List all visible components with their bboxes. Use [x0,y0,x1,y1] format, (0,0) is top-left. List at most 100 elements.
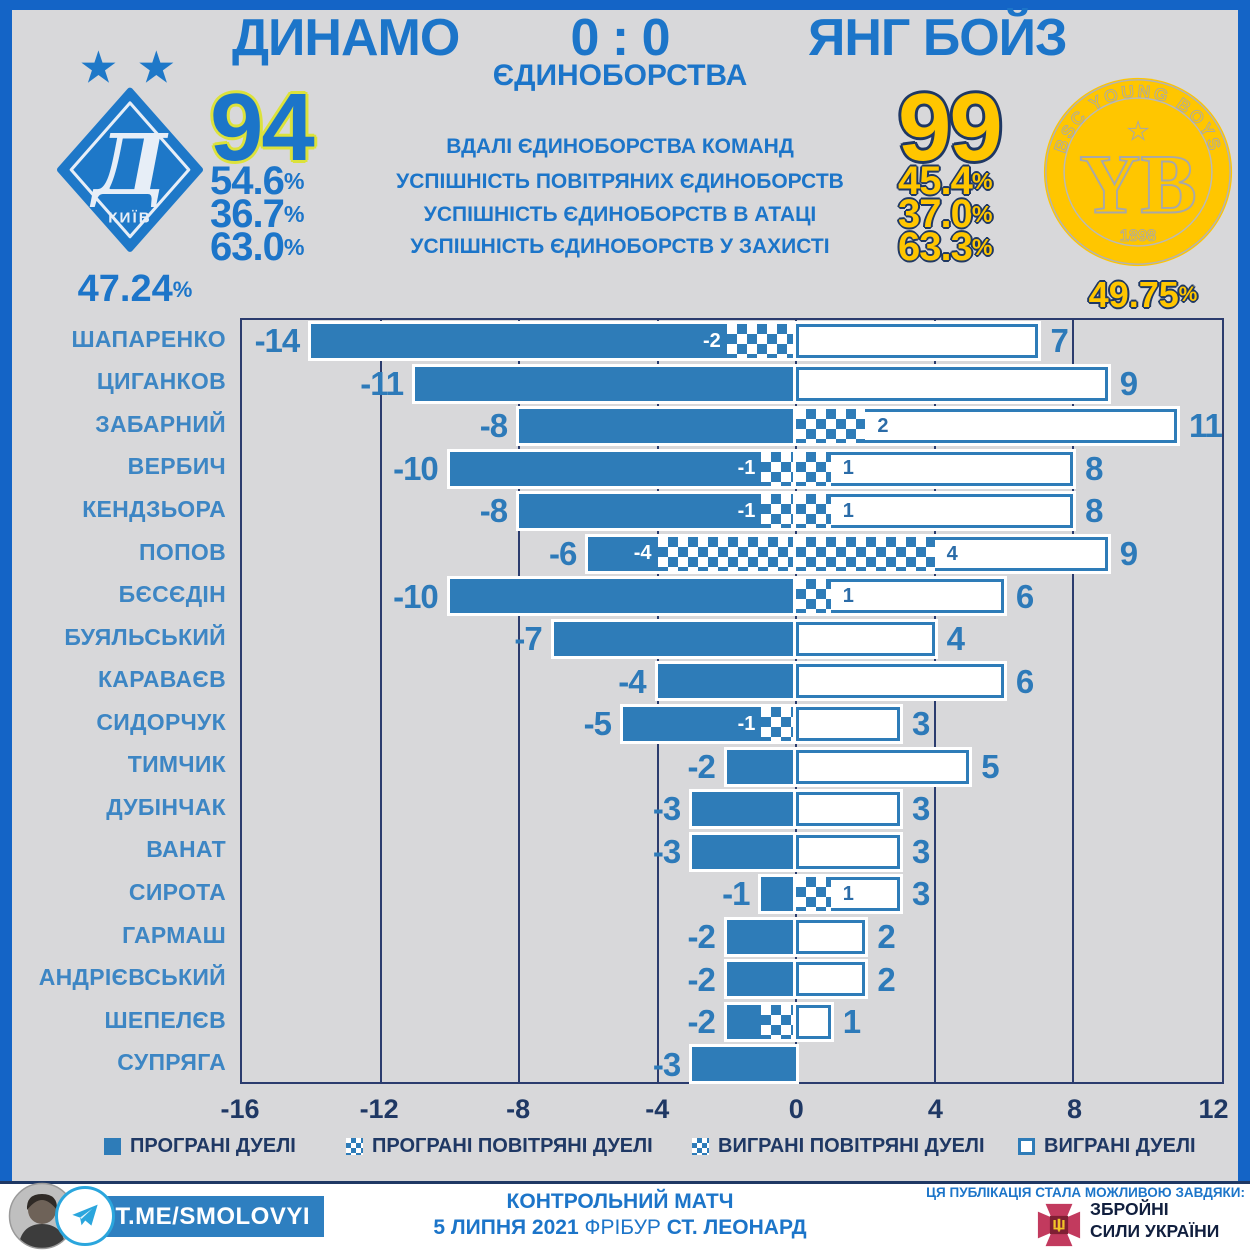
match-info: КОНТРОЛЬНИЙ МАТЧ 5 ЛИПНЯ 2021 ФРІБУР СТ.… [420,1190,820,1240]
x-tick-label: 8 [1066,1094,1082,1124]
won-total-value: 6 [1015,662,1034,700]
won-aerial-value: 1 [842,499,854,522]
lost-total-value: -14 [254,322,301,360]
legend-item-won-aerial: ВИГРАНІ ПОВІТРЯНІ ДУЕЛІ [692,1132,985,1160]
bar-lost-aerial [726,324,797,358]
home-aerial-pct: 54.6% [210,158,304,203]
player-name: ВЕРБИЧ [127,453,226,480]
bar-lost [761,877,797,912]
dynamo-kyiv-logo: ★ ★ Д КИЇВ [56,44,204,252]
legend-swatch-outline-icon [1018,1137,1035,1155]
legend-swatch-checker-icon [346,1137,363,1155]
player-name: ШЕПЕЛЄВ [104,1006,226,1033]
player-row: 1 -10 6 [242,575,1222,618]
lost-total-value: -7 [514,620,542,658]
away-overall-pct: 49.75% [1088,274,1198,315]
legend-item-lost-aerial: ПРОГРАНІ ПОВІТРЯНІ ДУЕЛІ [346,1132,653,1160]
frame-top [0,0,1250,10]
bar-won [796,919,866,954]
bar-won [796,792,900,827]
star-icon: ★ [136,44,176,93]
lost-aerial-value: -1 [737,499,756,522]
player-row: -3 [242,1043,1222,1086]
won-total-value: 2 [877,918,895,956]
stat-label-defence: УСПІШНІСТЬ ЄДИНОБОРСТВ У ЗАХИСТІ [410,235,830,258]
player-name: ВАНАТ [146,836,226,863]
won-total-value: 4 [946,620,965,658]
lost-total-value: -3 [652,790,681,828]
gridline [795,320,798,1082]
lost-aerial-value: -1 [737,712,756,735]
away-aerial-pct: 45.4% [898,158,992,203]
match-date: 5 ЛИПНЯ 2021 [433,1216,579,1239]
bar-won [796,749,970,784]
player-row: -1 1 -10 8 [242,448,1222,491]
bar-won-white [830,579,1004,614]
lost-aerial-value: -2 [702,329,721,352]
dynamo-city: КИЇВ [108,210,151,227]
bar-won-aerial [796,536,935,571]
telegram-handle-button[interactable]: T.ME/SMOLOVYI [96,1196,324,1237]
yb-year: 1898 [1120,227,1156,245]
bar-won-aerial [796,579,831,614]
bar-lost-solid: -1 [622,707,762,741]
player-name: КЕНДЗЬОРА [82,495,226,522]
bar-won-white [796,749,970,784]
won-total-value: 1 [842,1003,861,1041]
player-name: КАРАВАЄВ [97,666,226,693]
player-name: БЄСЄДІН [118,581,226,608]
player-name: БУЯЛЬСЬКИЙ [64,623,226,650]
star-icon: ★ [79,44,119,93]
bar-won-aerial [796,451,831,486]
x-tick-label: -4 [645,1094,670,1124]
won-total-value: 3 [911,705,930,743]
gridline [379,320,382,1082]
bar-lost [692,1047,797,1082]
lost-total-value: -6 [548,535,577,573]
match-type: КОНТРОЛЬНИЙ МАТЧ [506,1190,734,1213]
away-total-duels: 99 [898,74,1003,181]
bar-lost-solid [692,792,797,827]
home-team-title: ДИНАМО [232,9,460,67]
legend-swatch-solid-icon [104,1137,121,1155]
x-tick-label: 12 [1198,1094,1229,1124]
bar-lost-solid [553,621,797,656]
lost-total-value: -3 [652,832,681,870]
lost-total-value: -3 [652,1045,681,1083]
bar-lost-solid: -2 [311,324,727,358]
bar-won-white [796,324,1039,358]
bar-won [796,877,900,912]
player-row: -7 4 [242,618,1222,661]
player-row: -11 9 [242,363,1222,406]
home-total-duels: 94 [210,74,315,181]
bar-lost-solid: -1 [519,494,762,529]
player-row: -3 3 [242,831,1222,874]
won-total-value: 2 [877,960,895,998]
lost-total-value: -8 [479,492,508,530]
bar-won [796,707,900,741]
legend-swatch-checker-icon [692,1137,709,1155]
bar-won [796,409,1177,444]
match-stadium: СТ. ЛЕОНАРД [666,1216,807,1239]
won-aerial-value: 4 [946,542,958,565]
x-tick-label: -12 [359,1094,399,1124]
bar-lost [726,749,797,784]
bar-lost-solid [692,834,797,869]
bar-won-aerial [796,494,831,529]
player-name: ПОПОВ [139,538,226,565]
telegram-icon[interactable] [55,1186,115,1246]
bar-won [796,451,1074,486]
won-total-value: 3 [911,875,930,913]
bar-won-white [796,792,900,827]
bar-lost: -2 [311,324,797,358]
plot-area: -2 -14 7 -11 9 2 -8 11 -1 1 -10 8 -1 1 -8 8 -4 4 -6 9 1 -10 6-… [240,318,1224,1084]
bar-won [796,494,1074,529]
player-name: ЦИГАНКОВ [96,368,226,395]
won-total-value: 9 [1119,364,1138,402]
lost-aerial-value: -4 [633,542,652,565]
armed-forces-text: ЗБРОЙНІ СИЛИ УКРАЇНИ [1090,1199,1220,1241]
bar-won [796,834,900,869]
bar-lost: -1 [449,451,797,486]
legend-label: ПРОГРАНІ ПОВІТРЯНІ ДУЕЛІ [372,1134,653,1157]
